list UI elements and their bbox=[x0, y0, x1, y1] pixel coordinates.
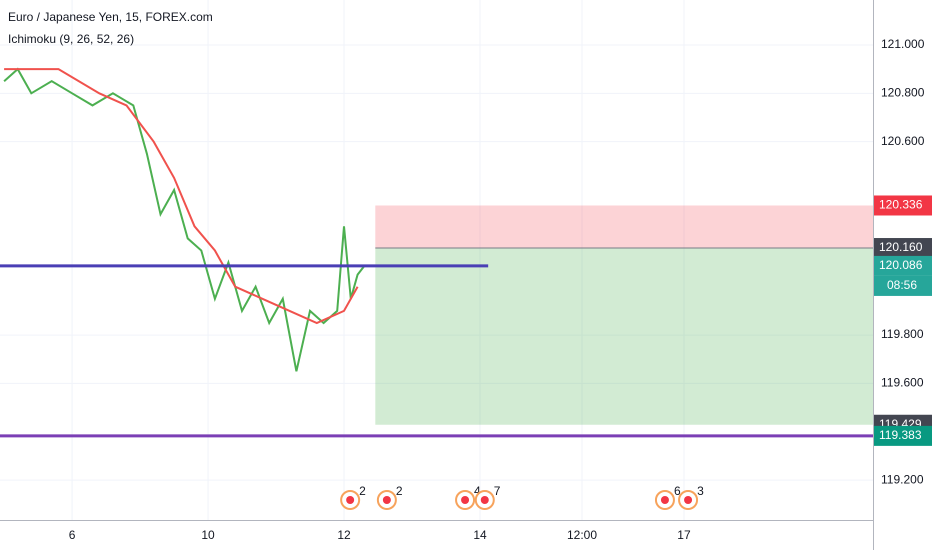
x-tick-label: 14 bbox=[473, 528, 487, 542]
price-line bbox=[4, 68, 359, 325]
y-tick-label: 120.800 bbox=[881, 85, 925, 99]
x-tick-label: 10 bbox=[201, 528, 215, 542]
event-dot bbox=[684, 496, 693, 504]
x-tick-label: 6 bbox=[69, 528, 76, 542]
y-tick-label: 120.600 bbox=[881, 134, 925, 148]
x-tick-label: 12:00 bbox=[567, 528, 597, 542]
event-count: 2 bbox=[359, 484, 366, 498]
y-tick-label: 119.800 bbox=[881, 327, 924, 341]
event-dot bbox=[461, 496, 470, 504]
y-tick-label: 119.600 bbox=[881, 376, 924, 390]
y-tick-label: 119.200 bbox=[881, 472, 924, 486]
price-label: 119.383 bbox=[879, 428, 922, 442]
price-label-box bbox=[874, 255, 932, 276]
countdown: 08:56 bbox=[887, 278, 917, 292]
event-dot bbox=[480, 496, 489, 504]
event-count: 6 bbox=[674, 484, 681, 498]
event-dot bbox=[346, 496, 355, 504]
countdown-box bbox=[874, 275, 932, 296]
x-tick-label: 12 bbox=[337, 528, 351, 542]
price-label: 120.086 bbox=[879, 258, 923, 272]
price-label: 120.336 bbox=[879, 198, 923, 212]
price-label-box bbox=[874, 425, 932, 446]
indicator-label: Ichimoku (9, 26, 52, 26) bbox=[8, 32, 134, 46]
event-count: 7 bbox=[494, 484, 501, 498]
price-label-box bbox=[874, 195, 932, 216]
event-count: 3 bbox=[697, 484, 704, 498]
event-dot bbox=[382, 496, 391, 504]
target-zone bbox=[375, 248, 873, 425]
event-count: 2 bbox=[396, 484, 403, 498]
price-label-box bbox=[874, 238, 932, 259]
stop-zone bbox=[375, 205, 873, 249]
event-count: 4 bbox=[474, 484, 481, 498]
chart-title: Euro / Japanese Yen, 15, FOREX.com bbox=[8, 10, 213, 24]
x-tick-label: 17 bbox=[677, 528, 691, 542]
y-tick-label: 121.000 bbox=[881, 37, 925, 51]
event-dot bbox=[660, 496, 669, 504]
price-label: 120.160 bbox=[879, 240, 923, 254]
